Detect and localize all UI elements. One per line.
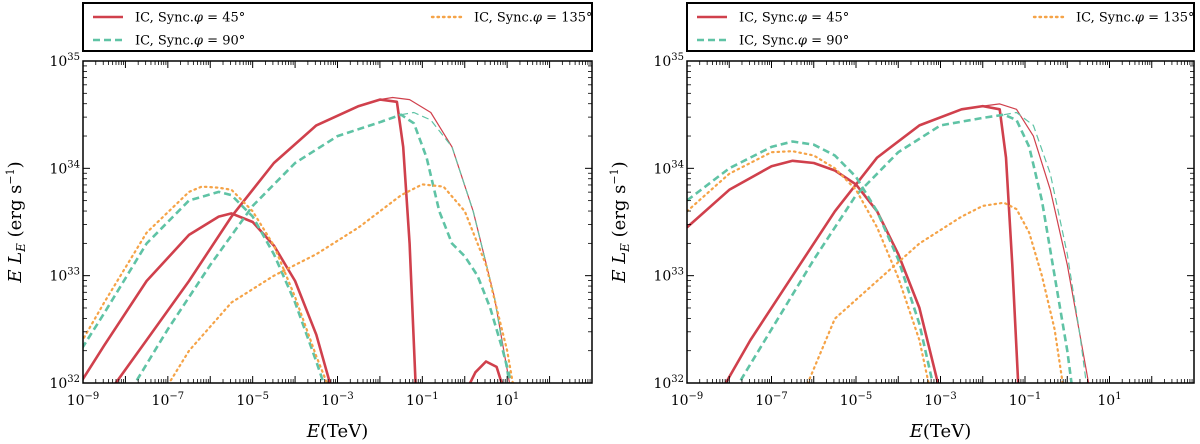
right-x-tick-label: 10−1	[1009, 391, 1042, 409]
left-x-tick-label: 10−9	[67, 391, 100, 409]
right-y-tick-label: 1033	[653, 267, 684, 285]
left-series-6	[400, 111, 510, 383]
left-y-tick-label: 1035	[49, 52, 80, 70]
left-x-tick-label: 10−1	[406, 391, 439, 409]
left-legend: IC, Sync.φ = 45° IC, Sync.φ = 90° IC, Sync…	[82, 2, 593, 52]
right-series-3	[687, 140, 935, 383]
left-series-2	[468, 360, 504, 383]
left-series-7	[83, 185, 329, 383]
left-axes-frame	[82, 60, 593, 384]
left-series-0	[83, 212, 332, 383]
left-panel: 10−9 10−7 10−5 10−3 10−1 101 1032 1033 1034 1035 E…	[4, 2, 593, 442]
left-x-tick-label: 101	[495, 391, 519, 409]
right-y-axis-label: E LE (erg s−1)	[608, 161, 632, 283]
left-y-axis-label: E LE (erg s−1)	[4, 161, 28, 283]
left-legend-label-0: IC, Sync.φ = 45°	[135, 11, 245, 26]
right-series-1	[724, 104, 1020, 383]
right-x-axis-label: E(TeV)	[909, 421, 971, 442]
left-y-tick-label: 1034	[49, 159, 80, 177]
left-x-axis-label: E(TeV)	[306, 421, 368, 442]
right-series-5	[1003, 111, 1087, 383]
right-x-tick-label: 10−5	[840, 391, 873, 409]
right-x-tick-label: 101	[1097, 391, 1121, 409]
right-y-tick-label: 1032	[653, 374, 684, 392]
right-series-4	[737, 113, 1073, 383]
right-series-2	[982, 103, 1090, 383]
right-y-tick-label: 1034	[653, 159, 684, 177]
left-series-group	[83, 96, 514, 383]
left-legend-label-2: IC, Sync.φ = 135°	[474, 11, 593, 26]
right-y-tick-label: 1035	[653, 52, 684, 70]
left-x-tick-label: 10−7	[152, 391, 185, 409]
left-x-tick-label: 10−5	[236, 391, 269, 409]
left-series-3	[379, 96, 511, 383]
left-series-8	[167, 183, 514, 383]
right-x-tick-label: 10−7	[755, 391, 788, 409]
right-legend-label-1: IC, Sync.φ = 90°	[739, 34, 849, 49]
right-legend: IC, Sync.φ = 45° IC, Sync.φ = 90° IC, Sync…	[686, 2, 1195, 52]
left-series-5	[133, 113, 513, 383]
left-series-1	[114, 98, 417, 383]
right-x-tick-label: 10−9	[671, 391, 704, 409]
left-series-4	[83, 190, 325, 383]
right-series-7	[806, 201, 1064, 383]
left-y-tick-label: 1033	[49, 267, 80, 285]
right-legend-label-0: IC, Sync.φ = 45°	[739, 11, 849, 26]
left-y-tick-label: 1032	[49, 374, 80, 392]
left-legend-label-1: IC, Sync.φ = 90°	[135, 34, 245, 49]
right-series-group	[687, 103, 1090, 383]
left-legend-frame	[82, 2, 593, 52]
right-x-tick-label: 10−3	[924, 391, 957, 409]
right-legend-label-2: IC, Sync.φ = 135°	[1076, 11, 1195, 26]
right-series-0	[687, 159, 940, 383]
left-x-tick-label: 10−3	[321, 391, 354, 409]
right-axes-frame	[686, 60, 1195, 384]
right-series-6	[687, 150, 930, 383]
right-panel: 10−9 10−7 10−5 10−3 10−1 101 1032 1033 1034 1035 E…	[608, 2, 1195, 442]
right-legend-frame	[686, 2, 1195, 52]
